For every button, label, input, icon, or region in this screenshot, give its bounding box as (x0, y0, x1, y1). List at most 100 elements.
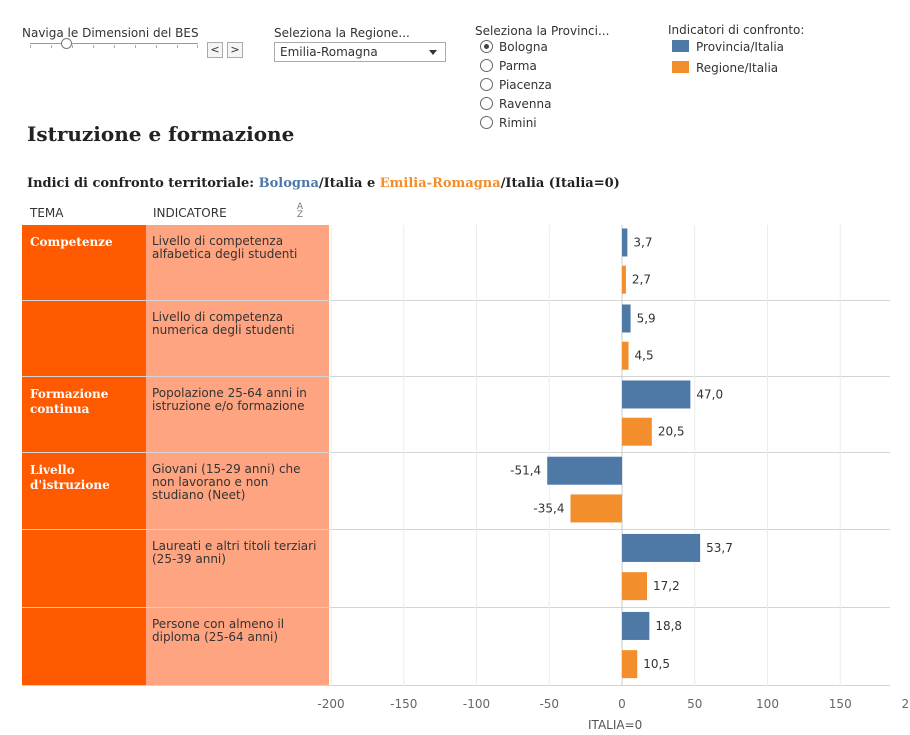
legend-item-provincia[interactable]: Provincia/Italia (672, 40, 784, 54)
region-select-value: Emilia-Romagna (280, 45, 378, 59)
province-select-label: Seleziona la Provinci... (475, 24, 610, 38)
slider-tick (177, 45, 178, 48)
radio-icon (480, 97, 493, 110)
radio-province-rimini[interactable]: Rimini (480, 116, 537, 134)
slider-tick (156, 45, 157, 48)
prev-dimension-button[interactable]: < (207, 42, 223, 58)
x-tick-label: -50 (539, 697, 559, 711)
legend-title: Indicatori di confronto: (668, 23, 805, 37)
x-axis-label: ITALIA=0 (588, 718, 643, 732)
dimension-nav-label: Naviga le Dimensioni del BES (22, 26, 199, 40)
data-label: -51,4 (510, 464, 541, 478)
data-label: 10,5 (643, 657, 670, 671)
radio-label: Piacenza (499, 78, 552, 92)
row-divider (22, 452, 890, 453)
legend-label: Regione/Italia (696, 61, 779, 75)
row-divider (22, 300, 890, 301)
page-title: Istruzione e formazione (27, 122, 295, 146)
column-header-tema[interactable]: TEMA (30, 206, 64, 220)
tema-cell-competenze: Competenze (22, 225, 146, 377)
data-label: 5,9 (637, 311, 656, 325)
data-label: -35,4 (533, 501, 564, 515)
x-tick-label: 200 (902, 697, 910, 711)
radio-label: Ravenna (499, 97, 552, 111)
radio-label: Bologna (499, 40, 548, 54)
dimension-slider[interactable] (30, 37, 198, 51)
row-divider (22, 529, 890, 530)
subtitle-region: Emilia-Romagna (379, 176, 501, 191)
indicator-cell: Giovani (15-29 anni) che non lavorano e … (146, 453, 329, 530)
column-header-indicatore[interactable]: INDICATORE (153, 206, 227, 220)
indicator-cell: Laureati e altri titoli terziari (25-39 … (146, 530, 329, 608)
radio-selected-icon (480, 40, 493, 53)
radio-province-piacenza[interactable]: Piacenza (480, 78, 552, 96)
bar-provincia (622, 304, 631, 333)
x-tick-label: 0 (618, 697, 626, 711)
slider-thumb[interactable] (61, 38, 72, 49)
slider-tick (72, 45, 73, 48)
bar-regione (622, 341, 629, 370)
next-dimension-button[interactable]: > (227, 42, 243, 58)
data-label: 2,7 (632, 273, 651, 287)
radio-label: Rimini (499, 116, 537, 130)
tema-cell-istruzione: Livello d'istruzione (22, 453, 146, 686)
x-tick-label: -150 (390, 697, 417, 711)
x-tick-label: -200 (317, 697, 344, 711)
radio-province-ravenna[interactable]: Ravenna (480, 97, 551, 115)
slider-tick (30, 45, 31, 48)
data-label: 3,7 (633, 235, 652, 249)
x-tick-label: 50 (687, 697, 702, 711)
x-tick-label: -100 (463, 697, 490, 711)
bar-regione (622, 572, 648, 601)
indicator-cell: Persone con almeno il diploma (25-64 ann… (146, 608, 329, 686)
subtitle-province: Bologna (258, 176, 319, 191)
slider-tick (93, 45, 94, 48)
subtitle-suffix: /Italia (Italia=0) (500, 176, 620, 191)
x-tick-label: 100 (756, 697, 779, 711)
row-divider (22, 607, 890, 608)
data-label: 17,2 (653, 579, 680, 593)
region-select[interactable]: Emilia-Romagna (274, 42, 446, 62)
data-label: 4,5 (635, 349, 654, 363)
data-label: 20,5 (658, 425, 685, 439)
bar-provincia (622, 611, 650, 640)
radio-label: Parma (499, 59, 537, 73)
data-label: 47,0 (696, 387, 723, 401)
indicator-cell: Popolazione 25-64 anni in istruzione e/o… (146, 377, 329, 453)
legend-swatch (672, 61, 689, 73)
chevron-down-icon (429, 50, 437, 55)
bar-provincia (547, 456, 622, 485)
data-label: 53,7 (706, 541, 733, 555)
region-select-label: Seleziona la Regione... (274, 26, 410, 40)
tema-cell-formazione: Formazione continua (22, 377, 146, 453)
radio-icon (480, 78, 493, 91)
subtitle-prefix: Indici di confronto territoriale: (27, 176, 259, 191)
legend-label: Provincia/Italia (696, 40, 785, 54)
radio-province-bologna[interactable]: Bologna (480, 40, 548, 58)
bar-regione (622, 650, 638, 679)
slider-tick (197, 45, 198, 48)
slider-track (30, 43, 198, 44)
bar-provincia (622, 228, 628, 257)
bar-regione (622, 265, 626, 294)
indicator-cell: Livello di competenza numerica degli stu… (146, 301, 329, 377)
bar-provincia (622, 533, 701, 562)
data-label: 18,8 (655, 619, 682, 633)
subtitle-mid: /Italia e (318, 176, 380, 191)
radio-icon (480, 116, 493, 129)
row-divider (22, 376, 890, 377)
legend-item-regione[interactable]: Regione/Italia (672, 61, 778, 75)
x-tick-label: 150 (829, 697, 852, 711)
indicator-cell: Livello di competenza alfabetica degli s… (146, 225, 329, 301)
legend-swatch (672, 40, 689, 52)
radio-province-parma[interactable]: Parma (480, 59, 537, 77)
bar-regione (570, 494, 622, 523)
chart-subtitle: Indici di confronto territoriale: Bologn… (27, 176, 620, 191)
row-divider (22, 685, 890, 686)
bar-regione (622, 417, 652, 446)
slider-tick (114, 45, 115, 48)
radio-icon (480, 59, 493, 72)
slider-tick (135, 45, 136, 48)
